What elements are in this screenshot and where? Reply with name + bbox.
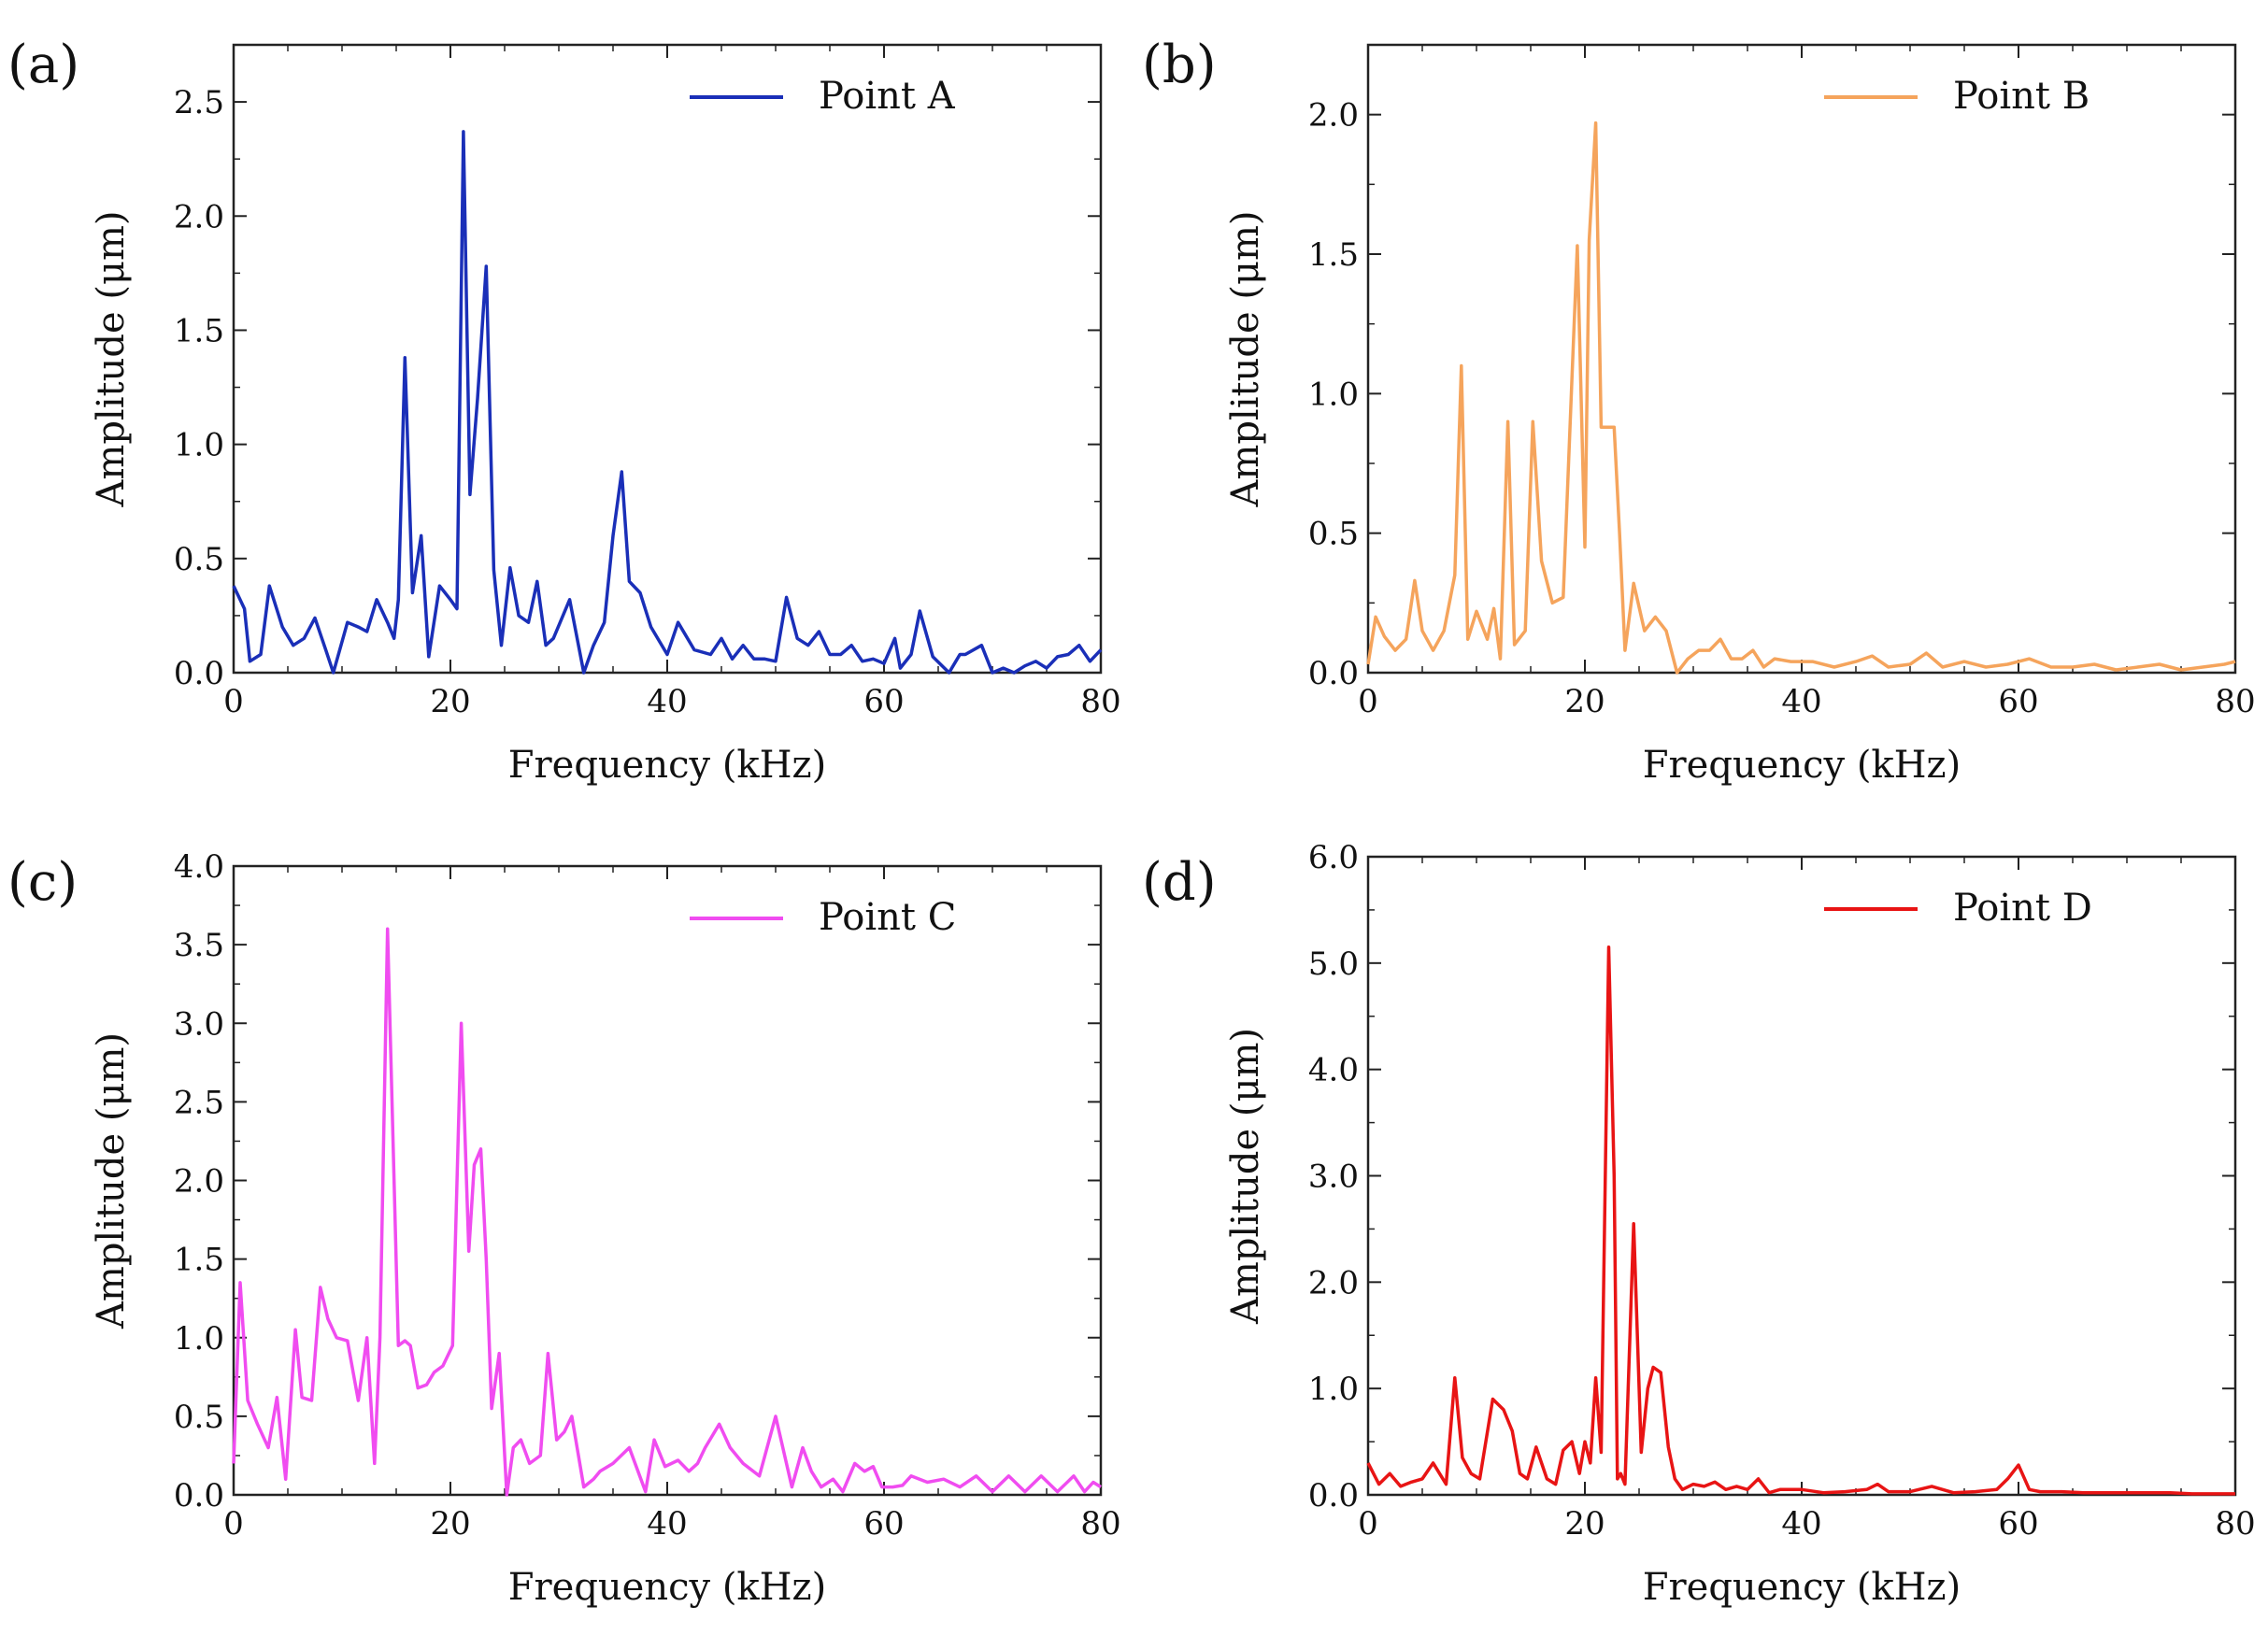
x-tick-label: 80 xyxy=(2215,1505,2255,1543)
x-tick-label: 40 xyxy=(1781,1505,1821,1543)
y-tick-label: 1.5 xyxy=(1308,236,1359,274)
y-axis-label: Amplitude (μm) xyxy=(1224,211,1267,508)
plot-frame xyxy=(1366,43,2237,675)
y-tick-label: 2.0 xyxy=(1308,1264,1359,1301)
y-tick-label: 0.0 xyxy=(1308,1477,1359,1514)
y-tick-label: 0.5 xyxy=(1308,516,1359,553)
y-tick-label: 1.5 xyxy=(174,312,224,349)
plot-frame xyxy=(232,43,1103,675)
y-tick-label: 0.5 xyxy=(174,541,224,578)
y-tick-label: 0.0 xyxy=(174,1477,224,1514)
panel-label: (d) xyxy=(1142,852,1217,913)
y-tick-label: 4.0 xyxy=(1308,1052,1359,1089)
y-tick-label: 6.0 xyxy=(1308,839,1359,876)
chart-panel-b: (b) 0 20 40 60 80 0.0 0.5 1.0 1.5 2.0 Frequency (kH… xyxy=(1134,0,2268,818)
y-tick-label: 3.0 xyxy=(174,1005,224,1043)
x-tick-label: 80 xyxy=(2215,683,2255,720)
y-tick-label: 1.5 xyxy=(174,1242,224,1279)
y-tick-label: 0.0 xyxy=(1308,655,1359,692)
y-tick-label: 5.0 xyxy=(1308,945,1359,983)
panel-label: (c) xyxy=(7,852,78,913)
legend-label: Point C xyxy=(819,896,956,939)
chart-panel-d: (d) 0 20 40 60 80 0.0 1.0 2.0 3.0 4.0 5.0 6.0 Frequen… xyxy=(1134,818,2268,1635)
x-tick-label: 40 xyxy=(647,683,687,720)
y-tick-label: 2.0 xyxy=(174,1163,224,1201)
y-tick-label: 2.0 xyxy=(174,198,224,235)
x-axis-label: Frequency (kHz) xyxy=(1643,1566,1961,1609)
y-tick-label: 2.5 xyxy=(174,84,224,121)
y-axis-label: Amplitude (μm) xyxy=(90,211,133,508)
y-tick-label: 3.5 xyxy=(174,927,224,964)
x-tick-label: 60 xyxy=(1998,683,2038,720)
chart-svg: (d) 0 20 40 60 80 0.0 1.0 2.0 3.0 4.0 5.0 6.0 Frequen… xyxy=(1142,839,2256,1609)
x-tick-label: 60 xyxy=(863,683,904,720)
chart-panel-a: (a) 0 20 40 60 80 0.0 0.5 1.0 1.5 2.0 2.5 Frequency … xyxy=(0,0,1134,818)
x-tick-label: 40 xyxy=(647,1505,687,1543)
x-axis-label: Frequency (kHz) xyxy=(508,744,826,787)
x-tick-label: 0 xyxy=(223,1505,244,1543)
legend-label: Point A xyxy=(819,75,956,118)
x-axis-label: Frequency (kHz) xyxy=(1643,744,1961,787)
x-tick-label: 20 xyxy=(1564,683,1605,720)
plot-frame xyxy=(232,864,1103,1497)
series-line xyxy=(1366,121,2236,675)
x-axis-label: Frequency (kHz) xyxy=(508,1566,826,1609)
plot-frame xyxy=(1366,855,2237,1497)
y-tick-label: 1.0 xyxy=(1308,1371,1359,1408)
x-tick-label: 20 xyxy=(430,1505,470,1543)
x-tick-label: 40 xyxy=(1781,683,1821,720)
series-line xyxy=(232,927,1102,1497)
y-axis-label: Amplitude (μm) xyxy=(90,1032,133,1329)
x-tick-label: 0 xyxy=(1358,1505,1378,1543)
panel-label: (b) xyxy=(1142,35,1217,95)
y-tick-label: 1.0 xyxy=(174,1320,224,1358)
y-tick-label: 1.0 xyxy=(1308,376,1359,413)
y-tick-label: 3.0 xyxy=(1308,1159,1359,1196)
x-tick-label: 80 xyxy=(1080,1505,1120,1543)
chart-svg: (a) 0 20 40 60 80 0.0 0.5 1.0 1.5 2.0 2.5 Frequency … xyxy=(7,35,1121,787)
chart-svg: (b) 0 20 40 60 80 0.0 0.5 1.0 1.5 2.0 Frequency (kH… xyxy=(1142,35,2256,787)
x-tick-label: 20 xyxy=(430,683,470,720)
x-tick-label: 60 xyxy=(863,1505,904,1543)
y-tick-label: 2.0 xyxy=(1308,97,1359,135)
y-axis-label: Amplitude (μm) xyxy=(1224,1028,1267,1325)
legend-label: Point B xyxy=(1953,75,2090,118)
x-tick-label: 60 xyxy=(1998,1505,2038,1543)
y-tick-label: 1.0 xyxy=(174,427,224,464)
x-tick-label: 0 xyxy=(223,683,244,720)
chart-panel-c: (c) 0 20 40 60 80 0.0 0.5 1.0 1.5 2.0 2.5 3.0 3.5 4.0 F… xyxy=(0,818,1134,1635)
y-tick-label: 0.0 xyxy=(174,655,224,692)
chart-svg: (c) 0 20 40 60 80 0.0 0.5 1.0 1.5 2.0 2.5 3.0 3.5 4.0 F… xyxy=(7,848,1121,1609)
x-tick-label: 20 xyxy=(1564,1505,1605,1543)
series-line xyxy=(232,130,1103,675)
y-tick-label: 4.0 xyxy=(174,848,224,886)
y-tick-label: 0.5 xyxy=(174,1399,224,1436)
x-tick-label: 80 xyxy=(1080,683,1120,720)
y-tick-label: 2.5 xyxy=(174,1084,224,1121)
x-tick-label: 0 xyxy=(1358,683,1378,720)
series-line xyxy=(1366,945,2235,1496)
legend-label: Point D xyxy=(1953,887,2092,930)
panel-label: (a) xyxy=(7,35,79,95)
